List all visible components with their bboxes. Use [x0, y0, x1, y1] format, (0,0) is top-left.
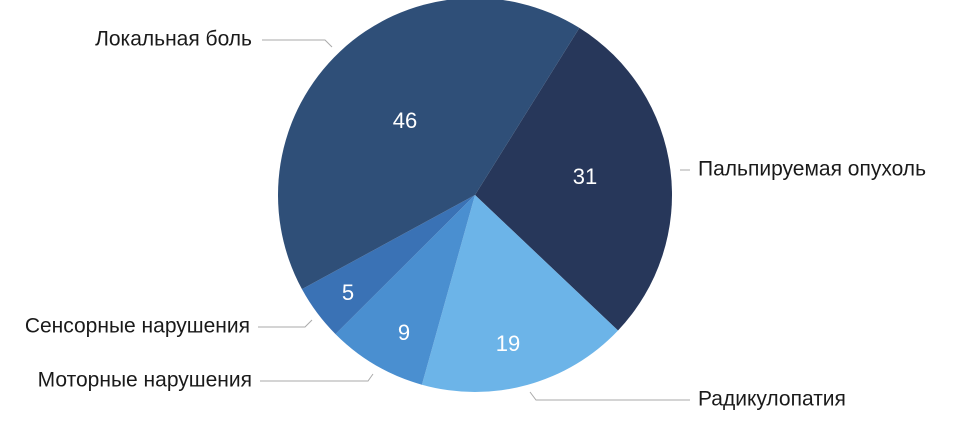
pie-slice — [278, 0, 580, 290]
value-label: 31 — [573, 164, 597, 189]
value-label: 5 — [342, 280, 354, 305]
pie-slice — [421, 195, 619, 392]
value-label: 19 — [496, 331, 520, 356]
category-label: Сенсорные нарушения — [25, 315, 250, 338]
category-label: Локальная боль — [95, 28, 252, 51]
value-label: 46 — [393, 108, 417, 133]
leader-line — [258, 319, 313, 328]
category-label: Радикулопатия — [698, 388, 846, 411]
category-label: Моторные нарушения — [38, 369, 252, 392]
leader-line — [262, 39, 333, 48]
pie-slice — [301, 195, 475, 335]
value-label: 9 — [398, 320, 410, 345]
category-label: Пальпируемая опухоль — [698, 158, 926, 181]
leader-line — [529, 391, 690, 401]
leader-line — [260, 373, 374, 382]
pie-slice — [335, 195, 475, 385]
pie-slice — [475, 27, 673, 331]
